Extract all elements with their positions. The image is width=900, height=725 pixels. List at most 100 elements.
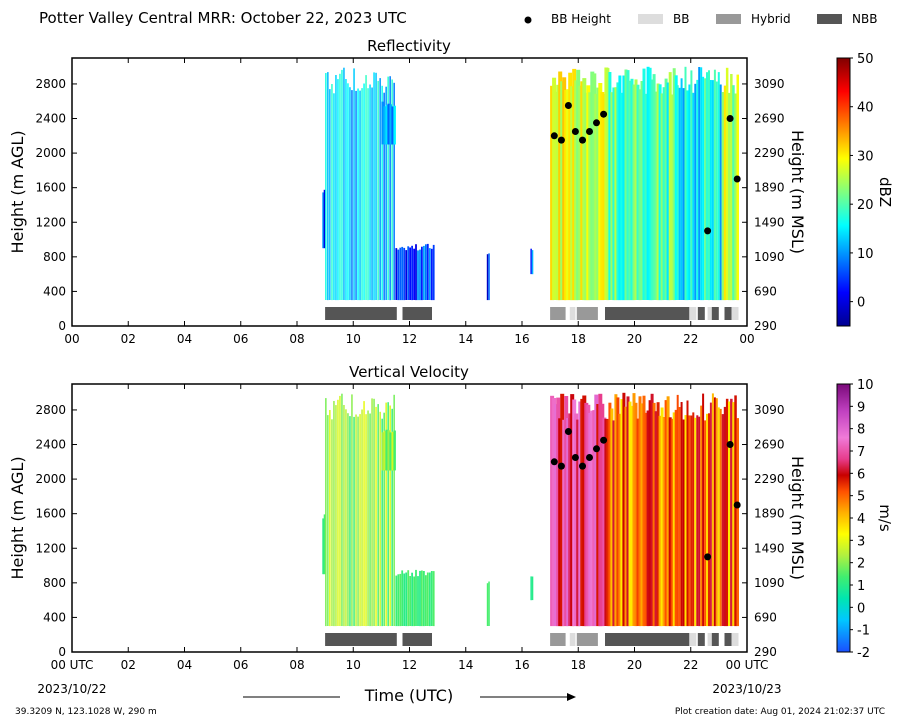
echo-column <box>694 83 697 300</box>
bb-type-bar <box>402 633 432 646</box>
bb-type-bar <box>576 633 598 646</box>
echo-column <box>423 571 425 627</box>
echo-column <box>421 246 423 301</box>
echo-column <box>413 248 415 300</box>
reflectivity-bb-type-bars <box>325 307 739 320</box>
echo-column <box>399 247 402 301</box>
echo-column <box>636 418 640 626</box>
echo-column <box>684 415 687 627</box>
echo-column <box>393 394 395 626</box>
echo-column <box>644 412 648 626</box>
colorbar-tick-label: 0 <box>857 296 865 311</box>
echo-column <box>700 67 703 301</box>
echo-column <box>717 72 720 301</box>
bb-type-bar <box>689 307 697 320</box>
reflectivity-ylabel: Height (m AGL) <box>8 130 27 253</box>
bb-type-bar <box>569 307 576 320</box>
echo-column <box>391 408 393 626</box>
echo-column <box>367 88 369 301</box>
echo-column <box>646 410 650 627</box>
echo-column <box>730 74 733 301</box>
legend-swatch <box>817 14 842 24</box>
echo-column <box>377 404 379 626</box>
echo-column <box>349 416 351 627</box>
echo-column <box>345 79 347 301</box>
echo-column <box>664 400 668 627</box>
x-tick-label: 00 <box>64 332 79 346</box>
echo-column <box>365 414 367 627</box>
velocity-ylabel-right: Height (m MSL) <box>788 456 807 580</box>
echo-column <box>715 81 718 301</box>
echo-column <box>656 402 660 626</box>
echo-column <box>672 412 676 626</box>
reflectivity-ylabel-right: Height (m MSL) <box>788 130 807 254</box>
echo-column <box>708 413 710 627</box>
echo-column <box>721 92 725 301</box>
y-tick-label-right: 1890 <box>754 507 785 521</box>
echo-column <box>401 570 404 626</box>
echo-column <box>357 88 359 301</box>
y-tick-label-right: 290 <box>754 319 777 333</box>
bb-height-point <box>550 458 558 466</box>
echo-column <box>387 402 389 627</box>
echo-column <box>353 68 355 301</box>
x-tick-label: 18 <box>571 658 586 672</box>
echo-column <box>662 417 666 626</box>
echo-column <box>717 407 720 626</box>
end-date: 2023/10/23 <box>712 682 781 696</box>
echo-column <box>379 411 381 627</box>
echo-column <box>698 67 701 300</box>
echo-column <box>674 409 678 626</box>
echo-column <box>347 83 349 301</box>
bb-type-bar <box>697 633 705 646</box>
x-tick-label: 06 <box>233 332 248 346</box>
echo-column <box>369 84 371 300</box>
echo-column <box>389 76 391 301</box>
x-tick-label: 10 <box>346 658 361 672</box>
echo-column <box>377 80 379 301</box>
echo-column <box>672 68 676 301</box>
echo-column <box>734 93 737 300</box>
echo-column <box>626 70 630 301</box>
echo-column <box>349 87 351 300</box>
echo-column <box>419 249 421 301</box>
echo-column <box>680 78 683 300</box>
echo-column <box>353 416 355 626</box>
y-tick-label: 1200 <box>35 215 66 229</box>
echo-column <box>606 419 610 627</box>
echo-column <box>333 401 335 627</box>
bb-type-bar <box>402 307 432 320</box>
colorbar-tick-label: 4 <box>857 512 865 527</box>
echo-column <box>676 85 679 300</box>
bb-height-point <box>579 462 586 470</box>
echo-column <box>411 245 413 301</box>
bb-type-bar <box>731 307 739 320</box>
echo-column <box>736 74 739 301</box>
y-tick-label: 800 <box>43 576 66 590</box>
colorbar-tick-label: 20 <box>857 198 874 213</box>
echo-column <box>393 105 396 145</box>
colorbar-tick-label: 7 <box>857 445 865 460</box>
echo-column <box>632 393 636 626</box>
echo-column <box>662 87 666 300</box>
echo-column <box>678 407 681 626</box>
echo-column <box>652 402 656 627</box>
echo-column <box>432 244 435 301</box>
bb-height-point <box>704 227 712 235</box>
echo-column <box>610 408 614 627</box>
echo-column <box>387 103 390 145</box>
y-tick-label: 0 <box>58 645 66 659</box>
echo-column <box>640 81 644 300</box>
bb-height-point <box>593 119 600 127</box>
echo-column <box>608 402 612 627</box>
echo-column <box>648 400 652 626</box>
echo-column <box>684 66 687 301</box>
echo-column <box>690 415 693 627</box>
velocity-bb-type-bars <box>325 633 739 646</box>
echo-column <box>381 101 384 145</box>
echo-column <box>423 245 425 300</box>
echo-column <box>711 80 714 301</box>
echo-column <box>531 250 534 275</box>
velocity-axes: 00 UTC 02 04 06 08 10 12 14 16 18 20 22 00 UTC040080… <box>35 384 785 672</box>
